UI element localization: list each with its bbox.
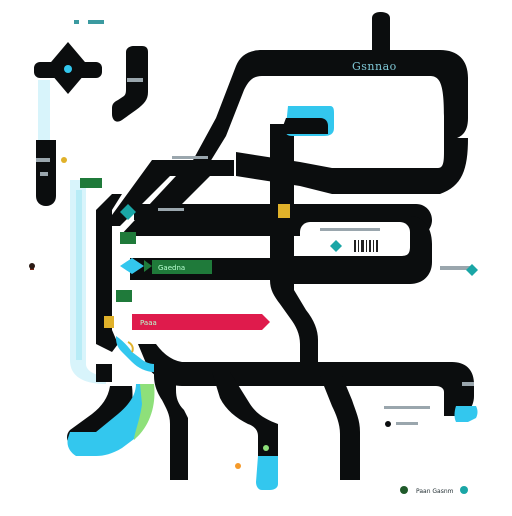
right-diamond-icon [466,264,478,276]
lane-3-label: Gaedna [158,264,185,272]
cyan-curve-left [116,336,154,372]
branch-a [154,370,188,480]
cyan-terminal-bottom [256,456,278,490]
lane-1-loop [294,216,432,284]
lane-5-label: Paaa [140,319,157,327]
lane-5-red [132,314,270,330]
green-accent-bottom [134,384,155,440]
orange-dot-icon [235,463,241,469]
left-dot-icon [29,263,35,269]
branch-c [320,376,360,480]
tiny-tags [30,20,474,425]
branch-b [212,372,278,480]
bottom-dot-green-icon [400,486,408,494]
cyan-diamond-icon [120,258,144,274]
corridor-cap-dark [280,118,328,134]
left-trunk [96,194,122,352]
gold-arc [127,341,134,353]
cyan-terminal-right [454,406,478,422]
green-chip-3 [116,290,132,302]
green-arrow-icon [144,260,152,272]
gold-marker-lane5 [104,316,114,328]
top-right-sign: Gsnnao [352,60,397,73]
pale-strip-top [38,80,50,152]
gold-dot-icon [61,157,67,163]
bottom-route [138,344,474,416]
barcode-icon [354,240,378,252]
bottom-right-dot-icon [385,421,391,427]
teal-diamond-icon [120,204,136,220]
bottom-right-note: Paan Gasnm [416,488,454,495]
connector-left [96,364,112,382]
loop-diamond-icon [330,240,342,252]
left-bottom-curve [67,386,133,446]
lane-3-green-label [152,260,212,274]
top-loop-track [192,12,468,162]
diamond-dot-icon [64,65,72,73]
central-corridor [270,124,318,378]
gold-marker-lane1 [278,204,290,218]
green-chip-2 [120,232,136,244]
bottom-dot-teal-icon [460,486,468,494]
lozenge-segment [112,46,148,122]
branch-dot-icon [263,445,269,451]
green-chip-1 [80,178,102,188]
pale-strip-inner [76,190,82,360]
cyan-bottom-left [67,384,154,456]
